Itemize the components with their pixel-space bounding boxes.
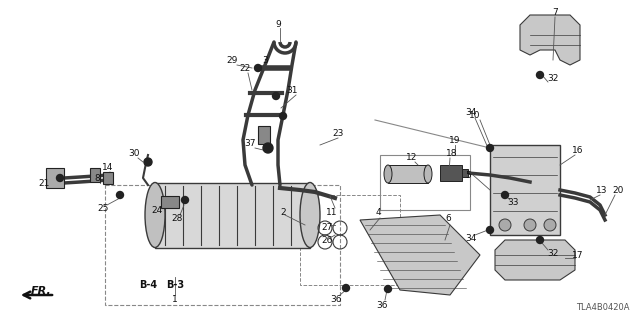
Ellipse shape [424,165,432,183]
Circle shape [486,227,493,234]
Ellipse shape [384,165,392,183]
Bar [380,155,470,210]
Text: 24: 24 [152,205,163,214]
Text: 16: 16 [572,146,584,155]
Text: B-4: B-4 [139,280,157,290]
Text: 32: 32 [547,249,559,258]
Text: 11: 11 [326,207,338,217]
Bar [90,168,100,182]
Text: 2: 2 [280,207,286,217]
Circle shape [263,143,273,153]
Polygon shape [520,15,580,65]
Circle shape [385,285,392,292]
Circle shape [536,71,543,78]
Text: 22: 22 [239,63,251,73]
Circle shape [280,113,287,119]
Text: 36: 36 [330,295,342,305]
Text: 33: 33 [508,197,519,206]
Circle shape [56,174,63,181]
Circle shape [544,219,556,231]
Text: 9: 9 [275,20,281,28]
Polygon shape [360,215,480,295]
Bar [388,165,428,183]
Text: 26: 26 [321,236,333,244]
Text: 28: 28 [172,213,182,222]
Text: 34: 34 [465,234,477,243]
Circle shape [116,191,124,198]
Text: 29: 29 [227,55,237,65]
Text: 32: 32 [547,74,559,83]
Text: 23: 23 [332,129,344,138]
Text: 10: 10 [469,110,481,119]
Circle shape [536,236,543,244]
Circle shape [144,158,152,166]
Polygon shape [495,240,575,280]
Text: 3: 3 [262,55,268,65]
Text: 34: 34 [465,108,477,116]
Text: 25: 25 [97,204,109,212]
Text: 21: 21 [38,179,50,188]
Text: 5: 5 [465,171,471,180]
Circle shape [255,65,262,71]
Text: 8: 8 [94,173,100,182]
Circle shape [524,219,536,231]
Text: FR.: FR. [31,286,52,296]
Circle shape [499,219,511,231]
Text: 6: 6 [445,213,451,222]
Text: 7: 7 [552,7,558,17]
Bar [300,195,400,285]
Text: 30: 30 [128,148,140,157]
Circle shape [486,145,493,151]
Text: B-3: B-3 [166,280,184,290]
Text: 27: 27 [321,222,333,231]
Text: 37: 37 [244,139,256,148]
Bar [155,182,310,247]
Text: 36: 36 [376,300,388,309]
Circle shape [342,284,349,292]
Text: TLA4B0420A: TLA4B0420A [577,303,630,312]
Text: 20: 20 [612,186,624,195]
Text: 13: 13 [596,186,608,195]
Text: 17: 17 [572,251,584,260]
Bar [490,145,560,235]
Circle shape [502,191,509,198]
Circle shape [264,145,271,151]
Bar [161,196,179,208]
Text: 18: 18 [446,148,458,157]
Text: 19: 19 [449,135,461,145]
Circle shape [182,196,189,204]
Text: 12: 12 [406,153,418,162]
Bar [462,169,468,177]
Text: 1: 1 [172,295,178,305]
Text: 4: 4 [375,207,381,217]
Bar [46,168,64,188]
Bar [105,185,340,305]
Bar [440,165,462,181]
Bar [258,126,270,144]
Bar [103,172,113,184]
Text: 14: 14 [102,163,114,172]
Ellipse shape [145,182,165,247]
Circle shape [273,92,280,100]
Ellipse shape [300,182,320,247]
Text: 31: 31 [286,85,298,94]
